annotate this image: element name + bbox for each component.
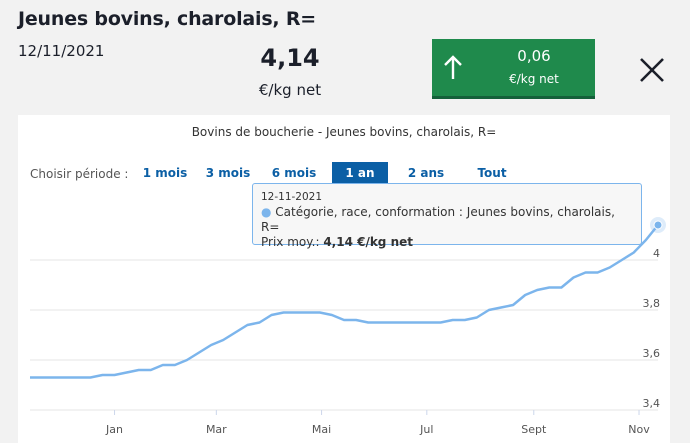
period-button-3-mois[interactable]: 3 mois bbox=[205, 166, 251, 180]
period-button-2-ans[interactable]: 2 ans bbox=[407, 166, 445, 180]
price-value: 4,14 bbox=[260, 44, 320, 72]
x-tick-label: Jul bbox=[419, 423, 433, 436]
period-button-tout[interactable]: Tout bbox=[477, 166, 507, 180]
series-line[interactable] bbox=[30, 224, 659, 379]
y-tick-label: 3,4 bbox=[643, 397, 661, 410]
tooltip-value-label: Prix moy.: bbox=[261, 235, 324, 249]
tooltip-series-label: Catégorie, race, conformation : Jeunes b… bbox=[261, 205, 615, 234]
period-button-1-an[interactable]: 1 an bbox=[332, 162, 388, 184]
x-tick-label: Mar bbox=[206, 423, 227, 436]
chart-tooltip: 12-11-2021 ● Catégorie, race, conformati… bbox=[252, 183, 642, 249]
series-dot-icon: ● bbox=[261, 205, 276, 219]
close-icon[interactable] bbox=[638, 56, 666, 84]
variation-badge: 0,06 €/kg net bbox=[432, 39, 595, 99]
y-tick-label: 3,6 bbox=[643, 347, 661, 360]
period-label: Choisir période : bbox=[30, 167, 129, 181]
y-tick-label: 4 bbox=[653, 247, 660, 260]
y-tick-label: 3,8 bbox=[643, 297, 661, 310]
chart-title: Bovins de boucherie - Jeunes bovins, cha… bbox=[191, 125, 497, 139]
period-button-6-mois[interactable]: 6 mois bbox=[271, 166, 317, 180]
price-date: 12/11/2021 bbox=[18, 42, 105, 60]
price-line-chart[interactable]: 3,4 3,6 3,8 4 Jan Mar Mai Jul Sept Nov bbox=[18, 115, 670, 443]
variation-value: 0,06 bbox=[517, 47, 551, 65]
price-unit: €/kg net bbox=[258, 81, 322, 99]
x-tick-label: Sept bbox=[521, 423, 547, 436]
variation-unit: €/kg net bbox=[509, 72, 559, 86]
product-title: Jeunes bovins, charolais, R= bbox=[18, 8, 317, 30]
chart-panel: Bovins de boucherie - Jeunes bovins, cha… bbox=[18, 115, 670, 443]
hover-point[interactable] bbox=[653, 220, 663, 230]
arrow-up-icon bbox=[444, 55, 462, 79]
tooltip-date: 12-11-2021 bbox=[261, 191, 323, 203]
tooltip-series: ● Catégorie, race, conformation : Jeunes… bbox=[261, 205, 633, 235]
tooltip-value: 4,14 €/kg net bbox=[323, 235, 413, 249]
tooltip-value-line: Prix moy.: 4,14 €/kg net bbox=[261, 235, 633, 250]
x-tick-label: Nov bbox=[628, 423, 650, 436]
period-button-1-mois[interactable]: 1 mois bbox=[142, 166, 188, 180]
x-tick-label: Jan bbox=[105, 423, 123, 436]
x-tick-label: Mai bbox=[312, 423, 331, 436]
